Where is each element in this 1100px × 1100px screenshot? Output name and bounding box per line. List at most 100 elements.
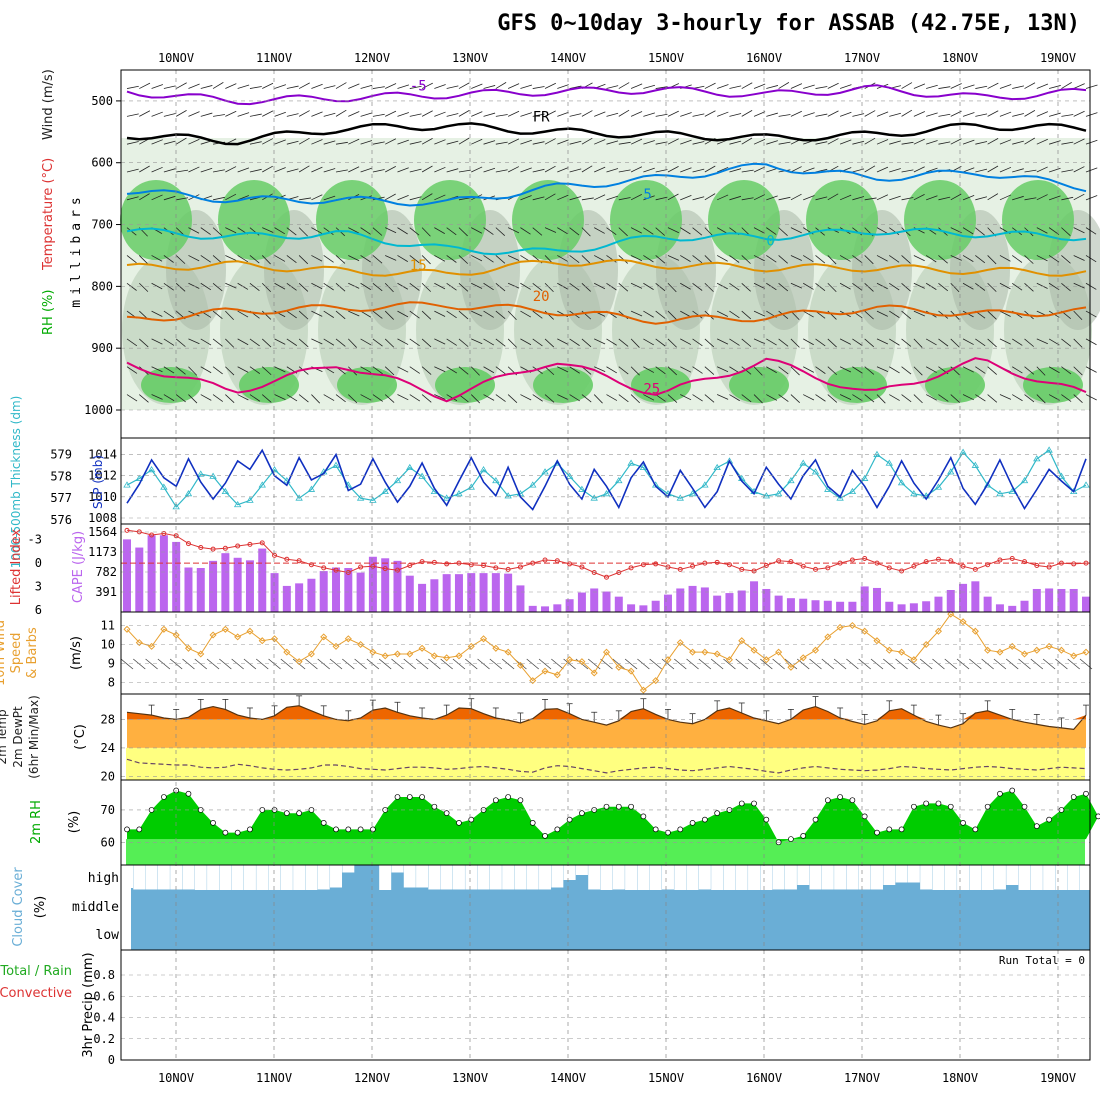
wind-barb bbox=[925, 394, 937, 401]
wind-barb bbox=[667, 394, 678, 403]
lifted-index-point bbox=[333, 567, 339, 573]
cape-bar bbox=[553, 604, 562, 612]
wind-barb bbox=[606, 85, 619, 89]
wind-barb bbox=[483, 167, 496, 173]
wind-barb bbox=[311, 310, 323, 317]
precip-legend-total: Total / Rain bbox=[0, 964, 72, 979]
wind-barb bbox=[692, 168, 705, 173]
wind-barb bbox=[372, 169, 385, 173]
temp-tick-label: 24 bbox=[101, 741, 115, 755]
wind-barb bbox=[913, 282, 925, 289]
wind-barb bbox=[163, 255, 174, 263]
wind-barb bbox=[274, 227, 286, 235]
lifted-index-point bbox=[1034, 562, 1040, 568]
wind-barb bbox=[175, 366, 186, 375]
wind-barb-10m bbox=[415, 658, 429, 670]
cape-bar bbox=[774, 595, 783, 612]
wind-barb bbox=[704, 82, 716, 89]
wind-barb bbox=[913, 310, 925, 317]
lifted-index-point bbox=[444, 561, 450, 567]
wind-barb bbox=[938, 113, 951, 117]
wind-barb bbox=[225, 338, 235, 348]
wind-barb bbox=[335, 394, 346, 403]
wind-barb bbox=[446, 338, 457, 346]
wind-speed-point bbox=[430, 652, 438, 660]
wind-barb bbox=[876, 139, 889, 145]
wind-barb bbox=[1024, 282, 1034, 292]
wind-barb bbox=[1048, 140, 1061, 145]
rh2m-point bbox=[1046, 816, 1052, 823]
temp-tick-label: 28 bbox=[101, 712, 115, 726]
wind-barb bbox=[348, 111, 360, 117]
wind-speed-point bbox=[197, 650, 205, 658]
wind-speed-point bbox=[443, 654, 451, 662]
wind-barb bbox=[409, 255, 420, 264]
wind-barb bbox=[360, 255, 371, 263]
wind-barb bbox=[421, 227, 431, 237]
wind-barb bbox=[446, 255, 457, 263]
wind-barb bbox=[434, 139, 446, 145]
wind-barb-10m bbox=[465, 658, 478, 670]
wind-barb bbox=[262, 138, 274, 145]
rh2m-point bbox=[689, 820, 696, 826]
wind-barb bbox=[1061, 114, 1074, 117]
wind-barb bbox=[962, 139, 975, 145]
wind-barb bbox=[188, 166, 200, 173]
wind-barb bbox=[421, 110, 433, 117]
high-cloud-gap bbox=[305, 865, 318, 890]
wind-barb bbox=[495, 255, 506, 264]
wind-barb bbox=[1048, 255, 1060, 263]
high-cloud-gap bbox=[551, 865, 564, 888]
wind-barb bbox=[716, 166, 729, 173]
lifted-index-point bbox=[763, 562, 769, 568]
wind-barb bbox=[532, 338, 543, 347]
wind-barb bbox=[175, 394, 186, 403]
cloud-ylabel: Cloud Cover bbox=[11, 867, 26, 947]
rh2m-point bbox=[824, 797, 831, 804]
wind-barb bbox=[471, 338, 483, 345]
lifted-index-point bbox=[358, 564, 364, 570]
high-cloud-gap bbox=[1067, 865, 1080, 890]
wind-barb bbox=[360, 394, 372, 401]
wind-barb bbox=[409, 394, 421, 402]
high-cloud-gap bbox=[784, 865, 797, 890]
wind-barb bbox=[446, 366, 458, 374]
wind-barb bbox=[569, 282, 580, 291]
cape-bar bbox=[1008, 605, 1017, 612]
wind-barb bbox=[1085, 227, 1097, 235]
wind-barb bbox=[446, 85, 459, 89]
wind-barb bbox=[569, 140, 582, 145]
wind-barb bbox=[126, 255, 137, 264]
wind-barb bbox=[421, 394, 432, 403]
wind-barb bbox=[704, 110, 716, 117]
wind-barb bbox=[372, 338, 383, 347]
thickness-ylabel-group: 1000-500mb Thickness (dm) bbox=[9, 396, 23, 569]
wind-barb bbox=[999, 139, 1012, 145]
wind-barb bbox=[913, 111, 925, 117]
wind-barb bbox=[557, 338, 569, 345]
wind-barb bbox=[1073, 166, 1085, 173]
wind-barb bbox=[852, 282, 863, 291]
cloud-ylabel-group: Cloud Cover bbox=[11, 867, 26, 947]
cape-bar bbox=[922, 601, 931, 612]
thickness-point bbox=[762, 492, 771, 499]
wind-barb bbox=[680, 338, 692, 345]
wind-barb bbox=[348, 310, 360, 317]
wind-barb bbox=[716, 310, 729, 317]
wind-barb bbox=[163, 366, 175, 374]
wind-barb bbox=[1036, 255, 1048, 262]
cape-tick-label: 1173 bbox=[88, 545, 117, 559]
lifted-index-point bbox=[1009, 555, 1015, 561]
wind-barb-10m bbox=[489, 658, 503, 670]
cape-bar bbox=[1020, 600, 1029, 612]
wind-barb bbox=[151, 394, 163, 400]
wind-barb bbox=[249, 255, 260, 264]
wind-barb bbox=[544, 138, 556, 145]
wind-barb-10m bbox=[760, 658, 773, 670]
wind-barb bbox=[557, 255, 568, 262]
wind-barb bbox=[618, 338, 629, 347]
rh2m-point bbox=[837, 794, 843, 800]
rh2m-point bbox=[997, 790, 1003, 797]
wind-barb bbox=[471, 138, 483, 145]
thickness-point bbox=[197, 470, 205, 477]
